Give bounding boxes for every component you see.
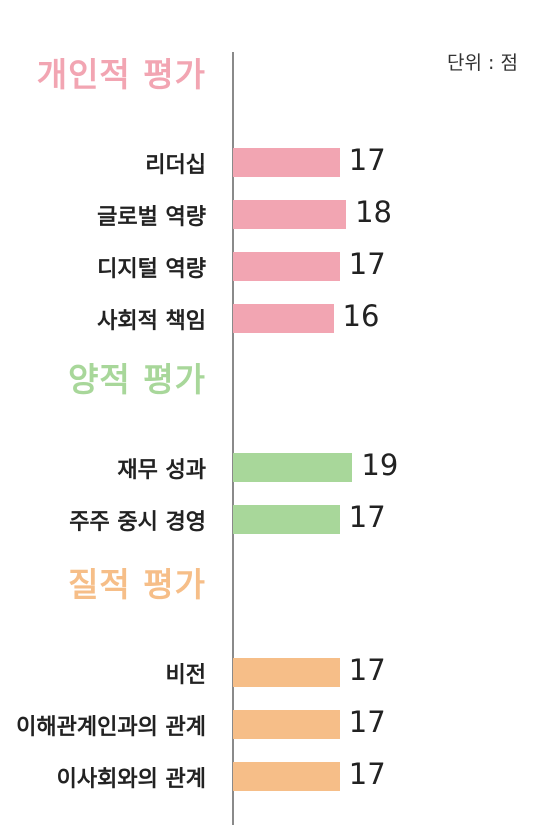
unit-label: 단위 : 점 <box>447 52 518 74</box>
category-label: 비전 <box>165 663 206 688</box>
data-label: 18 <box>355 195 392 229</box>
data-label: 17 <box>348 757 386 791</box>
bar <box>233 148 340 177</box>
bar <box>233 200 347 229</box>
data-label: 19 <box>361 448 399 482</box>
category-label: 디지털 역량 <box>97 257 206 282</box>
category-label: 사회적 책임 <box>97 309 206 334</box>
bar <box>233 304 334 333</box>
bar <box>233 505 340 534</box>
category-label: 이해관계인과의 관계 <box>16 715 206 740</box>
category-label: 이사회와의 관계 <box>56 767 206 792</box>
bar <box>233 252 340 281</box>
category-label: 재무 성과 <box>117 458 206 483</box>
data-label: 16 <box>342 299 380 333</box>
data-label: 17 <box>348 143 386 177</box>
group-axis-line <box>232 562 234 825</box>
category-label: 주주 중시 경영 <box>69 510 206 535</box>
data-label: 17 <box>348 705 386 739</box>
bar <box>233 710 340 739</box>
section-title: 질적 평가 <box>68 565 206 604</box>
bar <box>233 453 353 482</box>
category-label: 리더십 <box>145 153 206 178</box>
category-label: 글로벌 역량 <box>97 205 206 230</box>
data-label: 17 <box>348 500 386 534</box>
bar <box>233 762 340 791</box>
data-label: 17 <box>348 247 386 281</box>
section-title: 개인적 평가 <box>36 55 206 94</box>
section-title: 양적 평가 <box>68 360 206 399</box>
bar <box>233 658 340 687</box>
data-label: 17 <box>348 653 386 687</box>
